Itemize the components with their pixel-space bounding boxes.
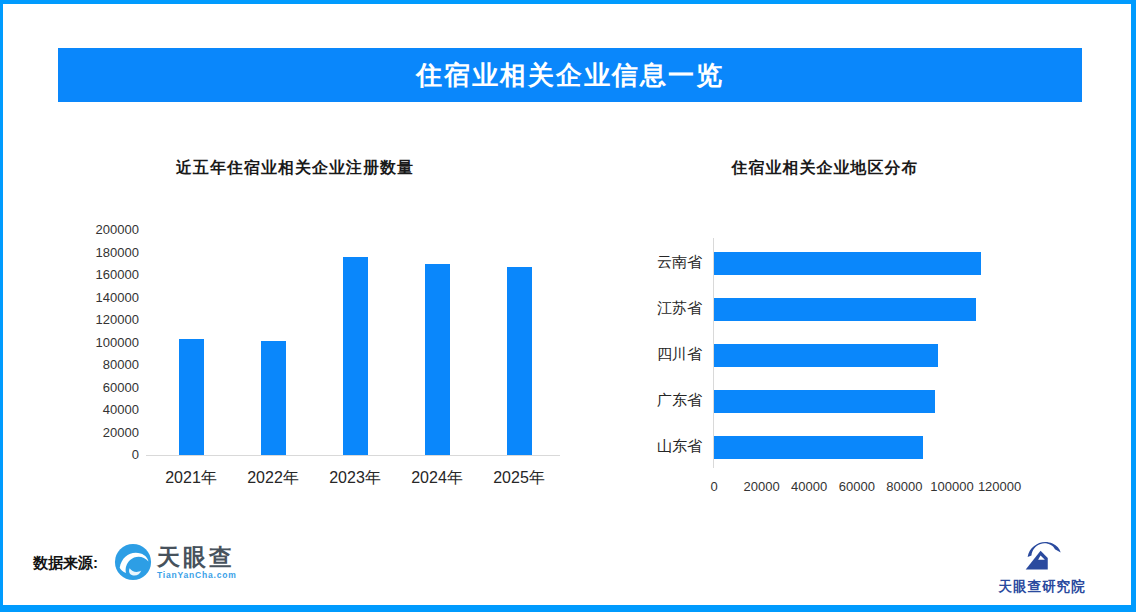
y-axis-tick-label: 80000: [80, 356, 139, 374]
tianyancha-domain: TianYanCha.com: [157, 570, 237, 580]
y-axis-category-label: 广东省: [630, 391, 702, 410]
bar-四川省: [714, 344, 938, 367]
y-axis-tick-label: 120000: [80, 311, 139, 329]
bar-云南省: [714, 252, 981, 275]
y-axis-tick-label: 200000: [80, 221, 139, 239]
infographic-page: 住宿业相关企业信息一览 近五年住宿业相关企业注册数量 住宿业相关企业地区分布 0…: [0, 0, 1136, 612]
research-institute-name: 天眼查研究院: [999, 578, 1086, 596]
y-axis-tick-label: 180000: [80, 244, 139, 262]
y-axis-tick-label: 60000: [80, 379, 139, 397]
tianyancha-name: 天眼查: [157, 545, 237, 570]
y-axis-category-label: 山东省: [630, 437, 702, 456]
y-axis-tick-label: 100000: [80, 334, 139, 352]
y-axis-category-label: 四川省: [630, 345, 702, 364]
research-institute-logo: 天眼查研究院: [988, 535, 1096, 596]
x-axis-category-label: 2021年: [146, 468, 236, 489]
x-axis-line: [146, 455, 560, 456]
bar-山东省: [714, 436, 923, 459]
x-axis-tick-label: 120000: [970, 478, 1030, 496]
bar-江苏省: [714, 298, 976, 321]
region-chart-title: 住宿业相关企业地区分布: [640, 158, 1010, 179]
tianyancha-logo: 天眼查 TianYanCha.com: [114, 543, 237, 581]
x-axis-category-label: 2022年: [228, 468, 318, 489]
registrations-chart-title: 近五年住宿业相关企业注册数量: [80, 158, 510, 179]
x-axis-category-label: 2025年: [474, 468, 564, 489]
bar-2023年: [343, 257, 368, 455]
tianyancha-logo-text: 天眼查 TianYanCha.com: [157, 545, 237, 580]
y-axis-tick-label: 160000: [80, 266, 139, 284]
bar-2022年: [261, 341, 286, 455]
bar-广东省: [714, 390, 935, 413]
bar-2021年: [179, 339, 204, 455]
y-axis-category-label: 江苏省: [630, 299, 702, 318]
title-banner: 住宿业相关企业信息一览: [58, 48, 1082, 102]
page-title: 住宿业相关企业信息一览: [416, 58, 724, 93]
region-bar-chart: 云南省江苏省四川省广东省山东省0200004000060000800001000…: [630, 220, 1110, 510]
y-axis-category-label: 云南省: [630, 253, 702, 272]
y-axis-tick-label: 20000: [80, 424, 139, 442]
y-axis-tick-label: 140000: [80, 289, 139, 307]
x-axis-category-label: 2024年: [392, 468, 482, 489]
bar-2025年: [507, 267, 532, 455]
x-axis-category-label: 2023年: [310, 468, 400, 489]
y-axis-tick-label: 0: [80, 446, 139, 464]
research-institute-logo-icon: [1019, 535, 1065, 575]
y-axis-tick-label: 40000: [80, 401, 139, 419]
bar-2024年: [425, 264, 450, 455]
data-source-label: 数据来源:: [33, 554, 98, 573]
tianyancha-logo-icon: [114, 543, 152, 581]
registrations-bar-chart: 0 20000 40000 60000 80000 100000 120000 140000 1…: [80, 220, 590, 510]
